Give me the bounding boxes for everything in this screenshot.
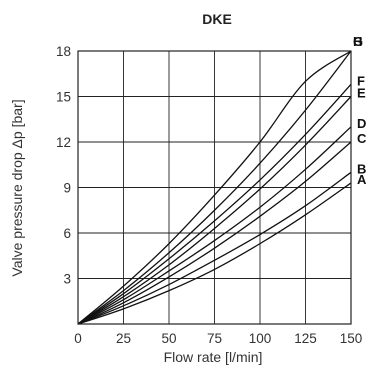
curve-G (77, 50, 352, 325)
x-tick-label: 75 (207, 331, 222, 346)
curve-H (77, 50, 352, 325)
curve-label-B: B (357, 161, 366, 176)
x-tick-label: 100 (249, 331, 272, 346)
curve-B (77, 171, 352, 325)
x-tick-label: 0 (74, 331, 82, 346)
y-tick-label: 15 (56, 90, 71, 105)
plot-frame (77, 50, 352, 325)
curve-label-G: G (353, 34, 363, 49)
y-axis-label: Valve pressure drop Δp [bar] (9, 99, 25, 276)
curve-label-H: H (353, 34, 362, 49)
curve-label-E: E (357, 86, 366, 101)
grid (78, 51, 351, 324)
curve-label-A: A (357, 172, 366, 187)
curve-label-D: D (357, 116, 366, 131)
x-tick-label: 125 (294, 331, 317, 346)
x-axis-label: Flow rate [l/min] (164, 349, 263, 365)
chart-title: DKE (202, 11, 232, 27)
y-tick-label: 18 (56, 44, 71, 59)
curves (77, 50, 352, 325)
curve-label-F: F (357, 73, 365, 88)
x-tick-label: 150 (340, 331, 363, 346)
y-tick-label: 9 (63, 181, 71, 196)
curve-F (77, 83, 352, 325)
curve-E (77, 96, 352, 325)
x-tick-label: 25 (116, 331, 131, 346)
y-tick-label: 6 (63, 226, 71, 241)
curve-A (77, 182, 352, 325)
tick-labels: 0 25 50 75 100 125 150 3 6 9 12 15 18 (56, 44, 362, 346)
y-tick-label: 12 (56, 135, 71, 150)
curve-D (77, 126, 352, 325)
y-tick-label: 3 (63, 272, 71, 287)
x-tick-label: 50 (161, 331, 176, 346)
curve-C (77, 141, 352, 325)
curve-label-C: C (357, 131, 366, 146)
